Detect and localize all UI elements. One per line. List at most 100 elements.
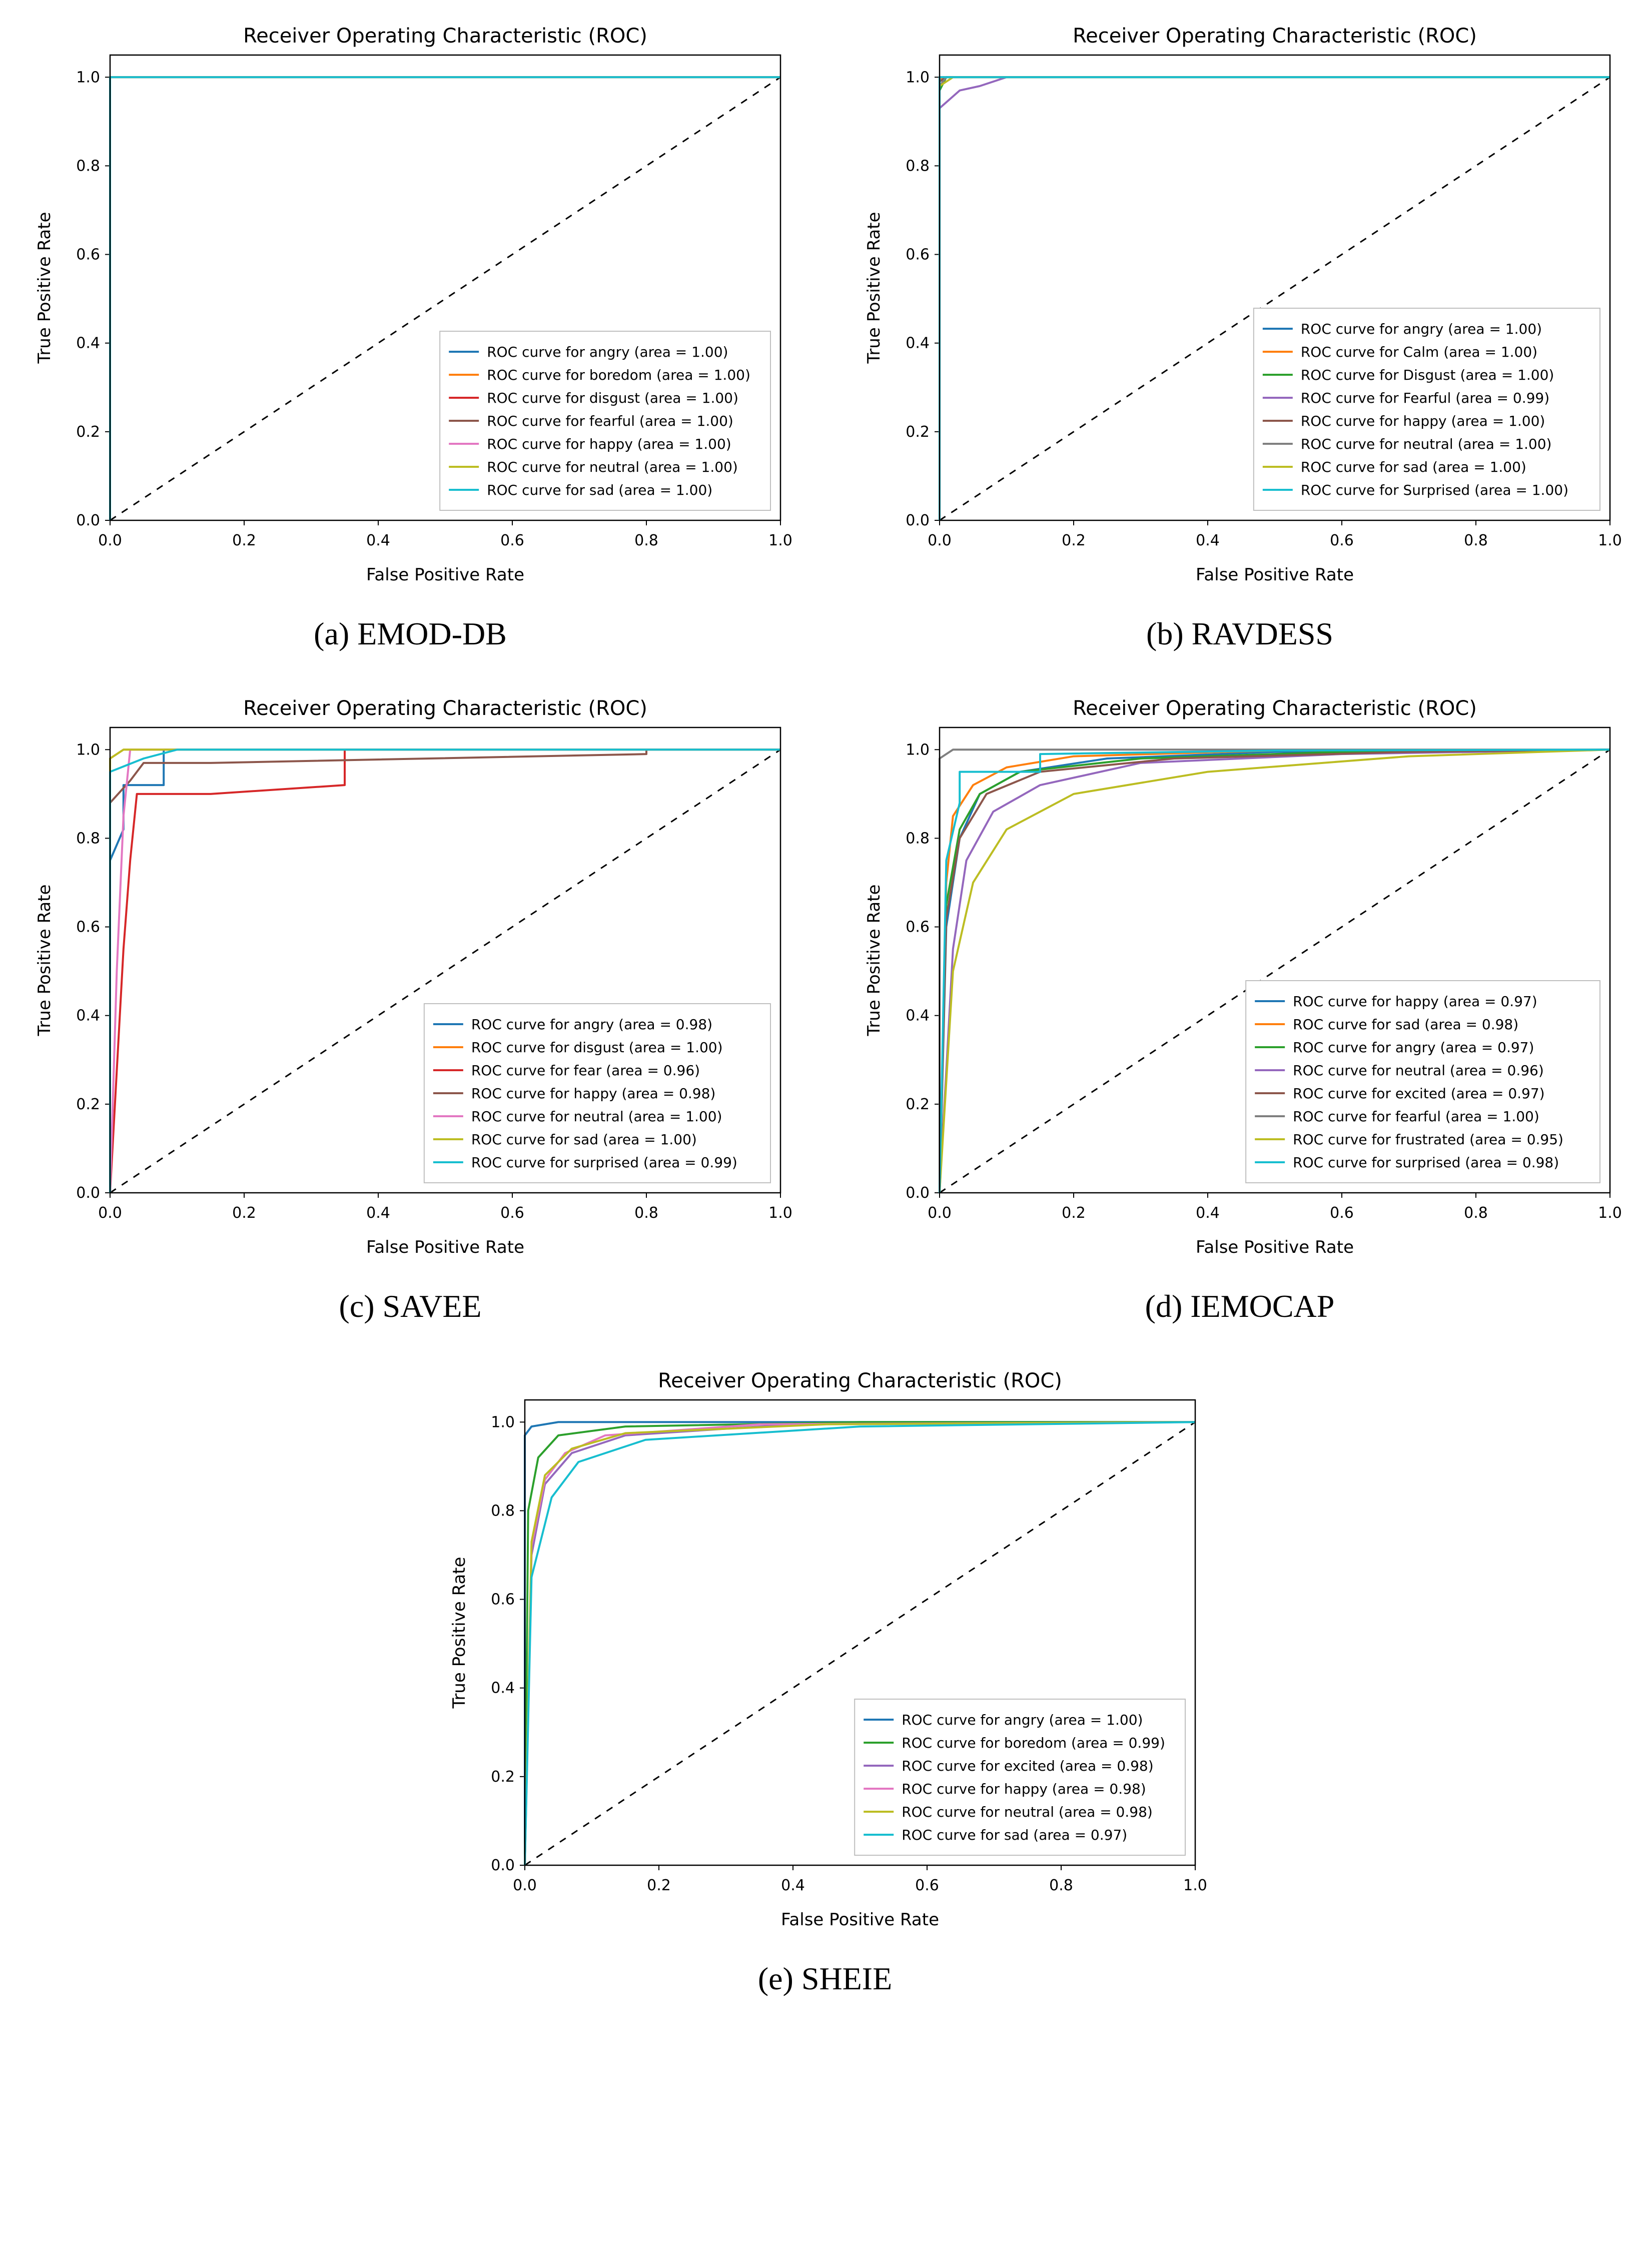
svg-text:0.0: 0.0 xyxy=(928,1204,952,1222)
svg-text:0.0: 0.0 xyxy=(98,532,122,549)
roc-chart-a: 0.00.20.40.60.81.00.00.20.40.60.81.0Fals… xyxy=(20,20,800,600)
svg-text:1.0: 1.0 xyxy=(1598,532,1622,549)
svg-text:0.0: 0.0 xyxy=(491,1857,515,1874)
svg-text:0.8: 0.8 xyxy=(1049,1877,1073,1894)
svg-text:0.0: 0.0 xyxy=(906,512,930,529)
caption-b: (b) RAVDESS xyxy=(850,615,1630,652)
svg-text:0.0: 0.0 xyxy=(98,1204,122,1222)
svg-text:1.0: 1.0 xyxy=(1183,1877,1207,1894)
panel-a: 0.00.20.40.60.81.00.00.20.40.60.81.0Fals… xyxy=(20,20,800,652)
svg-text:ROC curve for surprised (area: ROC curve for surprised (area = 0.99) xyxy=(471,1154,737,1171)
svg-text:Receiver Operating Characteris: Receiver Operating Characteristic (ROC) xyxy=(243,697,647,720)
panel-b: 0.00.20.40.60.81.00.00.20.40.60.81.0Fals… xyxy=(850,20,1630,652)
svg-text:1.0: 1.0 xyxy=(76,741,100,759)
svg-text:0.0: 0.0 xyxy=(928,532,952,549)
svg-text:ROC curve for angry (area = 0.: ROC curve for angry (area = 0.97) xyxy=(1293,1039,1534,1056)
svg-text:ROC curve for sad (area = 0.97: ROC curve for sad (area = 0.97) xyxy=(902,1827,1127,1843)
svg-text:Receiver Operating Characteris: Receiver Operating Characteristic (ROC) xyxy=(1073,25,1477,48)
svg-text:ROC curve for happy (area = 0.: ROC curve for happy (area = 0.98) xyxy=(471,1085,716,1102)
svg-text:ROC curve for Fearful (area =: ROC curve for Fearful (area = 0.99) xyxy=(1301,390,1549,406)
svg-text:0.0: 0.0 xyxy=(76,512,100,529)
caption-e: (e) SHEIE xyxy=(435,1960,1215,1997)
svg-text:ROC curve for fearful (area =: ROC curve for fearful (area = 1.00) xyxy=(1293,1108,1539,1125)
svg-text:ROC curve for neutral (area =: ROC curve for neutral (area = 1.00) xyxy=(471,1108,722,1125)
svg-text:ROC curve for Calm (area = 1.0: ROC curve for Calm (area = 1.00) xyxy=(1301,344,1537,360)
caption-c: (c) SAVEE xyxy=(20,1288,800,1325)
svg-text:0.6: 0.6 xyxy=(500,532,524,549)
svg-text:ROC curve for angry (area = 1.: ROC curve for angry (area = 1.00) xyxy=(487,344,728,360)
svg-text:ROC curve for excited (area =: ROC curve for excited (area = 0.97) xyxy=(1293,1085,1544,1102)
svg-text:ROC curve for sad (area = 1.00: ROC curve for sad (area = 1.00) xyxy=(1301,459,1526,475)
svg-text:0.0: 0.0 xyxy=(513,1877,537,1894)
svg-text:Receiver Operating Characteris: Receiver Operating Characteristic (ROC) xyxy=(658,1369,1062,1392)
svg-text:0.8: 0.8 xyxy=(491,1502,515,1520)
svg-text:0.4: 0.4 xyxy=(366,532,390,549)
row-1: 0.0 0.2 0.4 0.6 0.8 1.0 0.0 0.2 0.4 0.6 0.8 1.0 Fals… xyxy=(20,20,1630,652)
roc-chart-e: 0.00.20.40.60.81.00.00.20.40.60.81.0Fals… xyxy=(435,1365,1215,1945)
roc-chart-c: 0.00.20.40.60.81.00.00.20.40.60.81.0Fals… xyxy=(20,692,800,1273)
svg-text:1.0: 1.0 xyxy=(906,69,930,86)
svg-text:ROC curve for fear (area = 0.9: ROC curve for fear (area = 0.96) xyxy=(471,1062,700,1079)
svg-text:False Positive Rate: False Positive Rate xyxy=(1196,565,1354,585)
svg-text:ROC curve for angry (area = 0.: ROC curve for angry (area = 0.98) xyxy=(471,1016,712,1033)
svg-text:False Positive Rate: False Positive Rate xyxy=(781,1910,939,1930)
svg-text:Receiver Operating Characteris: Receiver Operating Characteristic (ROC) xyxy=(243,25,647,48)
svg-text:ROC curve for fearful (area =: ROC curve for fearful (area = 1.00) xyxy=(487,413,733,429)
svg-text:ROC curve for neutral (area =: ROC curve for neutral (area = 1.00) xyxy=(487,459,738,475)
svg-text:0.4: 0.4 xyxy=(366,1204,390,1222)
svg-text:0.4: 0.4 xyxy=(906,335,930,352)
svg-text:0.2: 0.2 xyxy=(906,423,930,441)
svg-text:ROC curve for angry (area = 1.: ROC curve for angry (area = 1.00) xyxy=(902,1712,1143,1728)
svg-text:1.0: 1.0 xyxy=(76,69,100,86)
svg-text:True Positive Rate: True Positive Rate xyxy=(35,212,55,364)
svg-text:0.0: 0.0 xyxy=(76,1184,100,1202)
svg-text:ROC curve for disgust (area =: ROC curve for disgust (area = 1.00) xyxy=(471,1039,723,1056)
svg-text:0.2: 0.2 xyxy=(232,1204,256,1222)
svg-text:False Positive Rate: False Positive Rate xyxy=(366,565,524,585)
svg-text:0.8: 0.8 xyxy=(76,157,100,175)
svg-text:1.0: 1.0 xyxy=(1598,1204,1622,1222)
svg-text:0.4: 0.4 xyxy=(1196,532,1220,549)
svg-text:0.6: 0.6 xyxy=(906,919,930,936)
panel-e: 0.00.20.40.60.81.00.00.20.40.60.81.0Fals… xyxy=(435,1365,1215,1997)
figure-grid: 0.0 0.2 0.4 0.6 0.8 1.0 0.0 0.2 0.4 0.6 0.8 1.0 Fals… xyxy=(20,20,1630,1997)
svg-text:ROC curve for neutral (area =: ROC curve for neutral (area = 0.98) xyxy=(902,1804,1153,1820)
row-2: 0.00.20.40.60.81.00.00.20.40.60.81.0Fals… xyxy=(20,692,1630,1325)
svg-text:ROC curve for happy (area = 0.: ROC curve for happy (area = 0.97) xyxy=(1293,993,1537,1010)
svg-text:0.6: 0.6 xyxy=(915,1877,939,1894)
svg-text:ROC curve for Surprised (area: ROC curve for Surprised (area = 1.00) xyxy=(1301,482,1568,498)
svg-text:0.2: 0.2 xyxy=(76,1096,100,1113)
svg-text:ROC curve for angry (area = 1.: ROC curve for angry (area = 1.00) xyxy=(1301,321,1542,337)
svg-text:0.2: 0.2 xyxy=(491,1768,515,1786)
svg-text:0.6: 0.6 xyxy=(76,246,100,264)
svg-text:0.4: 0.4 xyxy=(491,1680,515,1697)
svg-text:0.2: 0.2 xyxy=(1062,532,1086,549)
svg-text:0.8: 0.8 xyxy=(634,1204,658,1222)
svg-text:False Positive Rate: False Positive Rate xyxy=(366,1237,524,1257)
svg-text:0.2: 0.2 xyxy=(232,532,256,549)
svg-text:0.8: 0.8 xyxy=(906,830,930,847)
panel-c: 0.00.20.40.60.81.00.00.20.40.60.81.0Fals… xyxy=(20,692,800,1325)
svg-text:0.0: 0.0 xyxy=(906,1184,930,1202)
svg-text:0.4: 0.4 xyxy=(76,1007,100,1025)
svg-text:ROC curve for neutral (area =: ROC curve for neutral (area = 1.00) xyxy=(1301,436,1552,452)
svg-text:False Positive Rate: False Positive Rate xyxy=(1196,1237,1354,1257)
caption-d: (d) IEMOCAP xyxy=(850,1288,1630,1325)
svg-text:0.2: 0.2 xyxy=(906,1096,930,1113)
svg-text:ROC curve for surprised (area: ROC curve for surprised (area = 0.98) xyxy=(1293,1154,1559,1171)
svg-text:0.8: 0.8 xyxy=(906,157,930,175)
svg-text:Receiver Operating Characteris: Receiver Operating Characteristic (ROC) xyxy=(1073,697,1477,720)
svg-text:True Positive Rate: True Positive Rate xyxy=(864,885,884,1037)
svg-text:True Positive Rate: True Positive Rate xyxy=(864,212,884,364)
svg-text:0.8: 0.8 xyxy=(634,532,658,549)
svg-text:ROC curve for disgust (area =: ROC curve for disgust (area = 1.00) xyxy=(487,390,738,406)
svg-text:ROC curve for Disgust (area =: ROC curve for Disgust (area = 1.00) xyxy=(1301,367,1554,383)
svg-text:1.0: 1.0 xyxy=(906,741,930,759)
svg-text:0.8: 0.8 xyxy=(1464,532,1488,549)
svg-text:1.0: 1.0 xyxy=(491,1413,515,1431)
svg-text:ROC curve for frustrated (area: ROC curve for frustrated (area = 0.95) xyxy=(1293,1131,1563,1148)
svg-text:0.2: 0.2 xyxy=(647,1877,671,1894)
svg-text:ROC curve for happy (area = 1.: ROC curve for happy (area = 1.00) xyxy=(487,436,731,452)
svg-text:ROC curve for excited (area =: ROC curve for excited (area = 0.98) xyxy=(902,1758,1153,1774)
roc-chart-d: 0.00.20.40.60.81.00.00.20.40.60.81.0Fals… xyxy=(850,692,1630,1273)
